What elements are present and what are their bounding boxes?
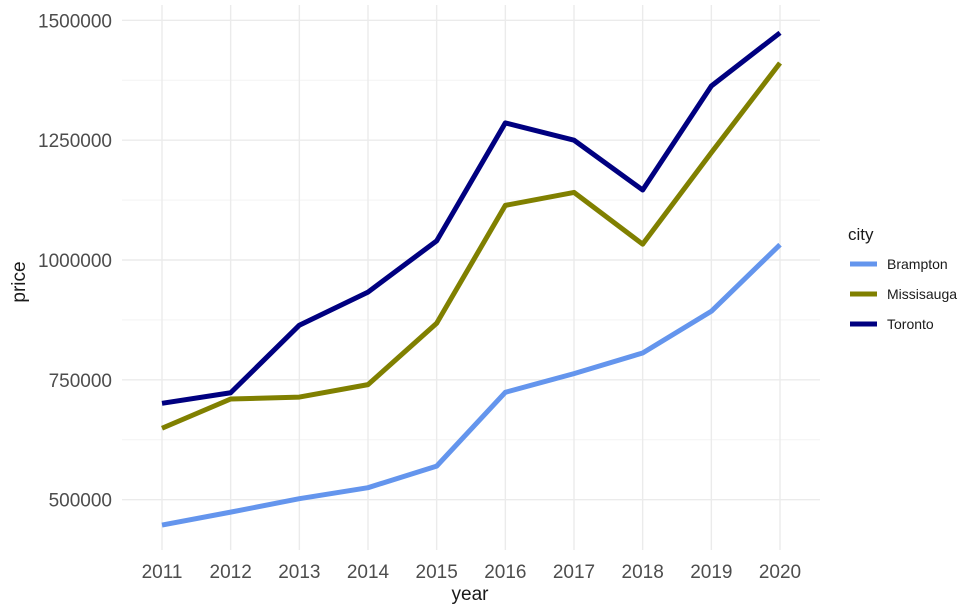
x-tick-label: 2014 (347, 562, 390, 583)
y-axis-title: price (9, 261, 30, 302)
x-tick-label: 2011 (142, 562, 183, 583)
legend-label-toronto: Toronto (887, 316, 934, 332)
x-axis-title: year (452, 584, 490, 605)
x-axis-ticks: 2011 2012 2013 2014 2015 2016 2017 2018 2019 2020 (142, 562, 802, 583)
y-tick-label: 1000000 (38, 251, 112, 272)
legend-label-brampton: Brampton (887, 256, 948, 272)
series-line-brampton (161, 242, 782, 528)
y-tick-label: 500000 (49, 491, 112, 512)
legend: city Brampton Missisauga Toronto (848, 225, 957, 332)
y-axis-ticks: 500000 750000 1000000 1250000 1500000 (38, 11, 112, 511)
legend-label-missisauga: Missisauga (887, 286, 957, 302)
x-tick-label: 2020 (759, 562, 801, 583)
series-line-toronto (161, 30, 782, 406)
x-tick-label: 2015 (416, 562, 458, 583)
x-tick-label: 2012 (210, 562, 252, 583)
x-tick-label: 2017 (553, 562, 595, 583)
legend-title: city (848, 225, 874, 244)
major-gridlines (122, 5, 820, 550)
minor-gridlines (122, 79, 820, 441)
y-tick-label: 750000 (49, 371, 112, 392)
y-tick-label: 1250000 (38, 131, 112, 152)
x-tick-label: 2016 (484, 562, 526, 583)
x-tick-label: 2013 (278, 562, 320, 583)
y-tick-label: 1500000 (38, 11, 112, 32)
series-lines (161, 30, 782, 528)
x-tick-label: 2019 (690, 562, 732, 583)
x-tick-label: 2018 (622, 562, 664, 583)
series-line-missisauga (161, 61, 782, 431)
